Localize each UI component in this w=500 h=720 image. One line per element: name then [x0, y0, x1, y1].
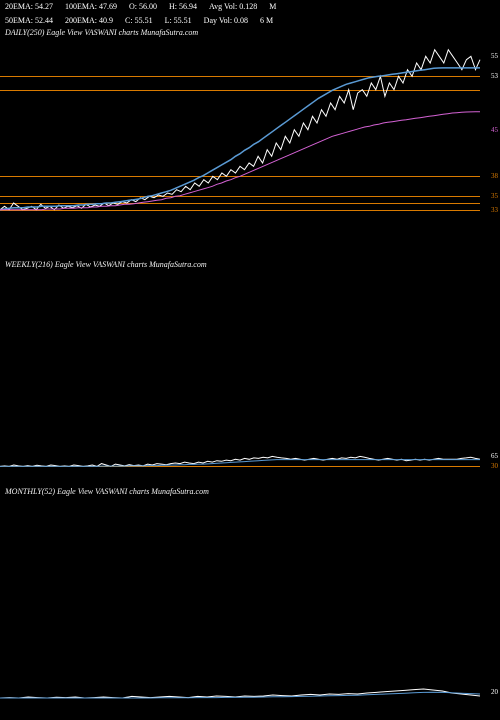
header-stat: H: 56.94: [169, 2, 197, 12]
header-stat: O: 56.00: [129, 2, 157, 12]
header-stat: 100EMA: 47.69: [65, 2, 117, 12]
header-stat: M: [269, 2, 276, 12]
header-stat: 200EMA: 40.9: [65, 16, 113, 26]
header-stat: Avg Vol: 0.128: [209, 2, 257, 12]
header-row-2: 50EMA: 52.44 200EMA: 40.9 C: 55.51 L: 55.51…: [0, 14, 500, 28]
chart-panel: WEEKLY(216) Eagle View VASWANI charts Mu…: [0, 260, 500, 485]
header-stat: L: 55.51: [165, 16, 192, 26]
series-line: [0, 112, 480, 210]
header-stat: 20EMA: 54.27: [5, 2, 53, 12]
header-stat: C: 55.51: [125, 16, 153, 26]
header-row-1: 20EMA: 54.27 100EMA: 47.69 O: 56.00 H: 56.9…: [0, 0, 500, 14]
header-stat: Day Vol: 0.08: [204, 16, 248, 26]
chart-svg: [0, 43, 480, 243]
axis-label: 55: [491, 52, 498, 60]
chart-svg: [0, 502, 480, 702]
axis-label: 65: [491, 452, 498, 460]
chart-panel: MONTHLY(52) Eagle View VASWANI charts Mu…: [0, 487, 500, 712]
series-line: [0, 68, 480, 210]
axis-label: 38: [491, 172, 498, 180]
axis-label: 35: [491, 192, 498, 200]
panel-title: DAILY(250) Eagle View VASWANI charts Mun…: [5, 28, 198, 37]
panel-title: MONTHLY(52) Eagle View VASWANI charts Mu…: [5, 487, 209, 496]
chart-svg: [0, 275, 480, 475]
panel-title: WEEKLY(216) Eagle View VASWANI charts Mu…: [5, 260, 207, 269]
series-line: [0, 50, 480, 210]
axis-label: 30: [491, 462, 498, 470]
chart-panel: DAILY(250) Eagle View VASWANI charts Mun…: [0, 28, 500, 253]
header-stat: 50EMA: 52.44: [5, 16, 53, 26]
axis-label: 45: [491, 126, 498, 134]
axis-label: 53: [491, 72, 498, 80]
axis-label: 20: [491, 688, 498, 696]
header-stat: 6 M: [260, 16, 273, 26]
axis-label: 33: [491, 206, 498, 214]
